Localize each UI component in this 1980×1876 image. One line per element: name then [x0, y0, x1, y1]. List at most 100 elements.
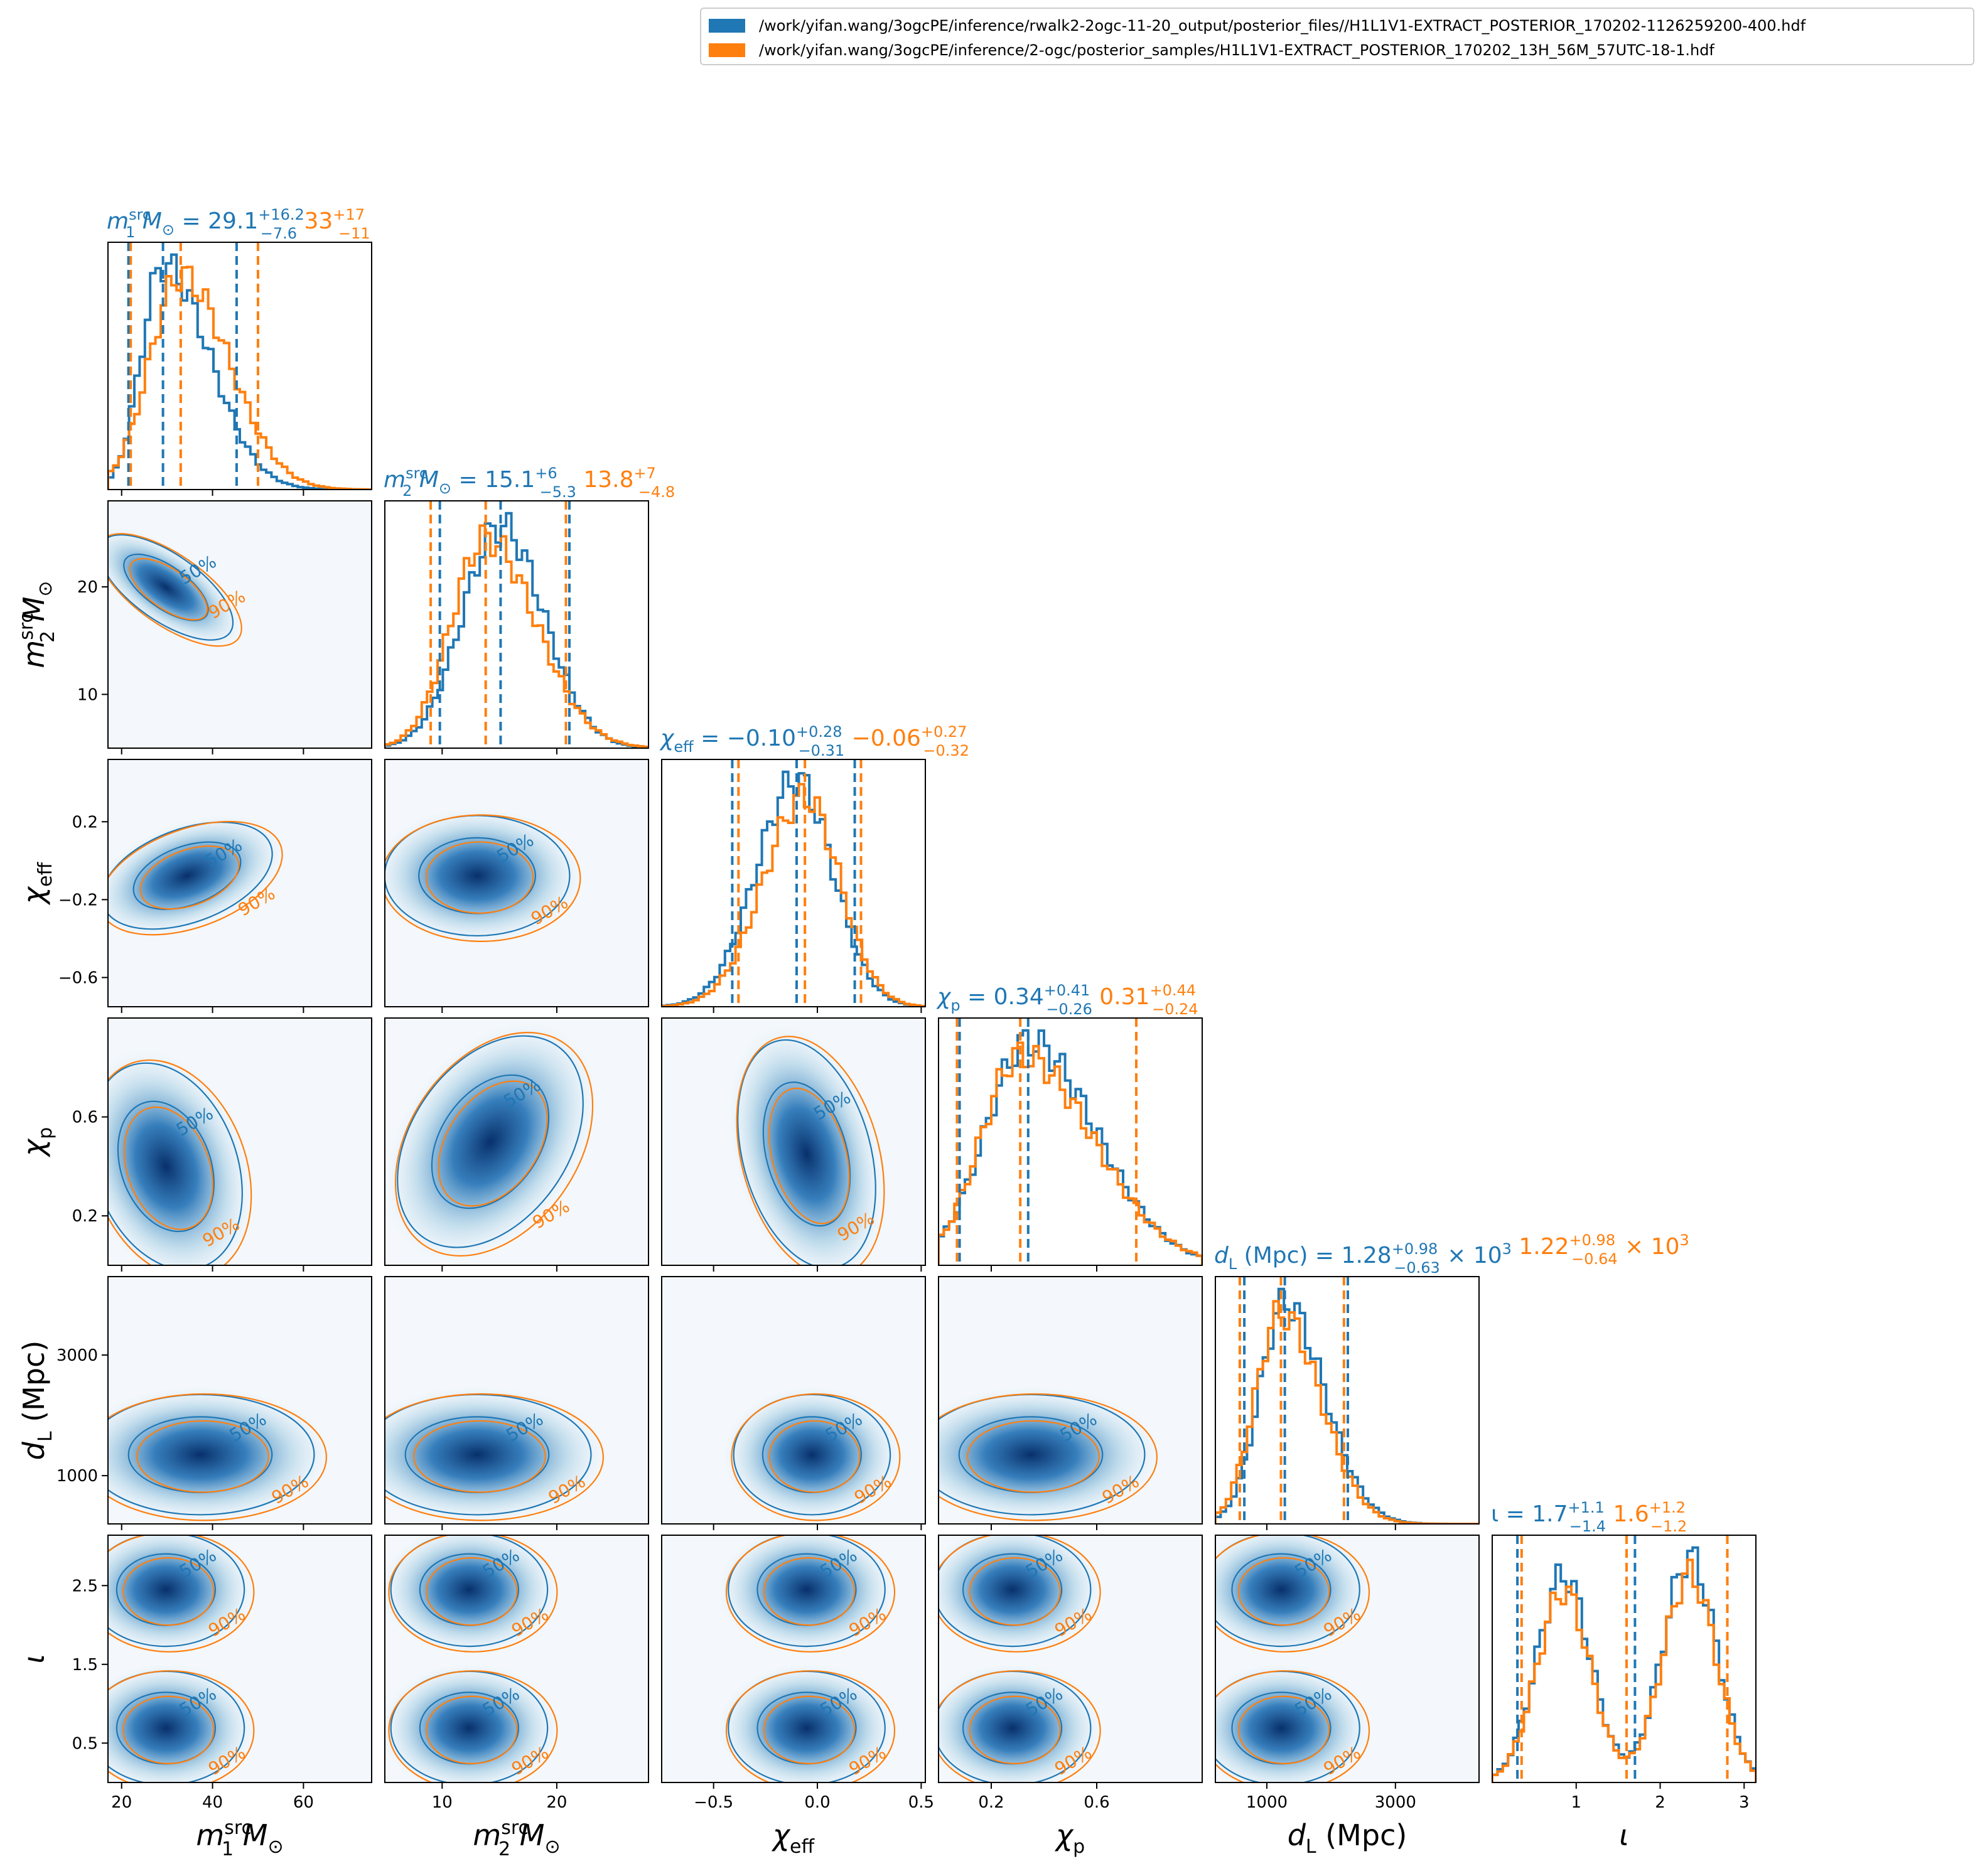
- density-area: 50%90%50%90%: [1215, 1535, 1372, 1782]
- hist-panel-chieff: χeff = −0.10+0.28 −0.31 −0.06+0.27 −0.32: [659, 723, 969, 1013]
- contour-90-blue: [939, 1535, 1092, 1648]
- x-tick-label: 20: [546, 1793, 567, 1812]
- x-tick-label: 0.6: [1084, 1793, 1109, 1812]
- contour-90-orange: [108, 1670, 255, 1782]
- hist-panel-chip: χp = 0.34+0.41 −0.26 0.31+0.44 −0.24: [936, 982, 1203, 1272]
- x-tick-label: 1000: [1246, 1793, 1288, 1812]
- panel-frame: [661, 759, 926, 1007]
- x-tick-label: 40: [202, 1793, 223, 1812]
- contour-50-orange: [763, 1557, 856, 1626]
- hist-panel-m1: msrc 1 M⊙ = 29.1+16.2 −7.6 33+17 −11: [107, 206, 372, 496]
- density-blob: [939, 1663, 1102, 1782]
- contour-90-blue: [108, 534, 234, 641]
- histogram-orange: [108, 265, 372, 490]
- density-blob: [728, 1023, 886, 1265]
- contour-90-blue: [728, 1535, 886, 1648]
- density-panel-dl-iota: 50%90%50%90% 1000 3000: [1215, 1535, 1480, 1812]
- density-area: 50%90%50%90%: [716, 1535, 897, 1782]
- density-blob: [1215, 1535, 1372, 1655]
- y-tick-label: 0.2: [72, 813, 98, 832]
- panel-frame: [1215, 1535, 1480, 1783]
- contour-50-orange: [122, 1695, 215, 1765]
- y-tick-label: 1.5: [72, 1656, 98, 1675]
- legend-label-orange: /work/yifan.wang/3ogcPE/inference/2-ogc/…: [759, 41, 1714, 59]
- y-axis-label-chip: χp: [17, 1127, 56, 1158]
- density-blob: [108, 1535, 256, 1655]
- x-tick-label: 0.2: [978, 1793, 1004, 1812]
- contour-50-orange: [1237, 1695, 1330, 1765]
- panel-frame: [384, 1535, 649, 1783]
- density-blob: [108, 1663, 256, 1782]
- density-panel-m2-chieff: 50%90%: [384, 759, 649, 1013]
- y-axis-label-m2: msrc2 M⊙: [16, 581, 59, 668]
- contour-90-orange: [108, 1059, 252, 1265]
- density-panel-chieff-iota: 50%90%50%90% −0.5 0.0 0.5: [661, 1535, 934, 1812]
- contour-50-orange: [413, 1420, 546, 1493]
- y-tick-label: 0.6: [72, 1108, 98, 1127]
- contour-50-orange: [129, 558, 208, 621]
- density-blob: [716, 1663, 897, 1782]
- panel-frame: [661, 1535, 926, 1783]
- y-axis-label-chieff: χeff: [17, 861, 56, 906]
- x-axis-label-m2: msrc 2 M⊙: [473, 1817, 560, 1860]
- density-panel-chip-dl: 50%90%: [938, 1276, 1203, 1530]
- contour-90-blue: [1215, 1535, 1360, 1648]
- panel-frame: [938, 1017, 1203, 1266]
- contour-50-orange: [438, 1080, 548, 1207]
- x-tick-label: 20: [111, 1793, 132, 1812]
- x-axis-label-chieff: χeff: [771, 1818, 815, 1858]
- density-area: 50%90%50%90%: [385, 1535, 559, 1782]
- panel-bg: [385, 501, 648, 748]
- histogram-orange: [662, 783, 925, 1007]
- density-blob: [108, 1385, 331, 1524]
- contour-50-orange: [425, 841, 534, 914]
- histogram-orange: [939, 1041, 1202, 1265]
- density-blob: [385, 807, 584, 945]
- density-area: 50%90%: [728, 1023, 886, 1265]
- contour-90-orange: [939, 1670, 1101, 1782]
- hist-title-dl: dL (Mpc) = 1.28+0.98 −0.63 × 103 1.22+0.9…: [1214, 1231, 1689, 1277]
- contour-50-blue: [132, 841, 242, 910]
- contour-90-orange: [725, 1535, 896, 1653]
- histogram-orange: [385, 524, 648, 748]
- y-axis-label-iota: ι: [17, 1654, 51, 1664]
- density-panel-m1-chieff: 50%90%−0.6−0.20.2: [58, 759, 372, 1013]
- density-area: 50%90%: [939, 1385, 1162, 1524]
- contour-50-orange: [1237, 1557, 1330, 1626]
- density-area: 50%90%: [108, 527, 249, 648]
- panel-frame: [107, 1276, 372, 1525]
- density-panel-m1-dl: 50%90% 1000 3000: [56, 1276, 372, 1530]
- density-panel-m1-chip: 50%90% 0.2 0.6: [72, 1017, 372, 1272]
- panel-frame: [1492, 1535, 1757, 1783]
- contour-90-orange: [939, 1393, 1158, 1521]
- panel-frame: [384, 759, 649, 1007]
- panel-frame: [107, 1535, 372, 1783]
- x-tick-label: 0.5: [908, 1793, 934, 1812]
- contour-90-orange: [108, 1535, 255, 1653]
- density-panel-chieff-dl: 50%90%: [661, 1276, 926, 1530]
- density-panel-m2-dl: 50%90%: [384, 1276, 649, 1530]
- contour-90-blue: [108, 1535, 245, 1648]
- density-panel-m1-iota: 50%90%50%90% 20 40 60 0.5 1.5 2.5: [72, 1535, 372, 1812]
- legend-swatch-blue: [709, 19, 745, 33]
- x-axis-label-dl: dL (Mpc): [1288, 1818, 1407, 1858]
- panel-frame: [661, 1017, 926, 1266]
- panel-frame: [938, 1535, 1203, 1783]
- panel-frame: [107, 500, 372, 749]
- contour-50-orange: [768, 1087, 850, 1225]
- contour-90-blue: [397, 1035, 584, 1248]
- histogram-orange: [1492, 1558, 1756, 1782]
- density-panel-chip-iota: 50%90%50%90% 0.2 0.6: [938, 1535, 1203, 1812]
- y-tick-label: −0.6: [58, 968, 98, 987]
- y-tick-label: 2.5: [72, 1577, 98, 1595]
- panel-bg: [1492, 1535, 1756, 1782]
- panel-frame: [661, 1276, 926, 1525]
- contour-50-orange: [136, 1420, 269, 1493]
- panel-frame: [384, 500, 649, 749]
- contour-90-blue: [108, 1062, 243, 1265]
- y-tick-label: 3000: [56, 1346, 98, 1365]
- contour-90-orange: [108, 1393, 327, 1521]
- contour-90-blue: [390, 1535, 549, 1648]
- density-blob: [1215, 1663, 1372, 1782]
